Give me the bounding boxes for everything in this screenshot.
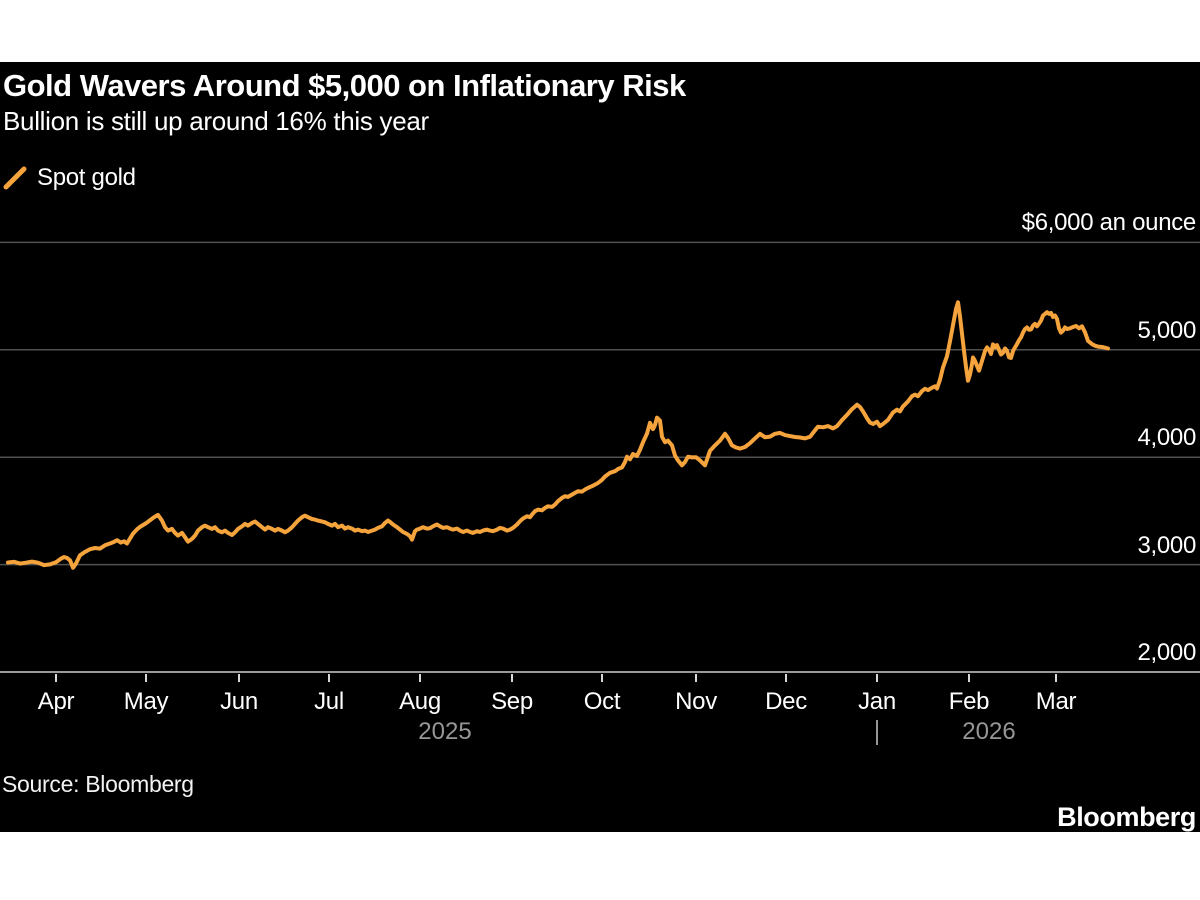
spot-gold-line-icon: [3, 166, 27, 190]
x-axis-label: Nov: [675, 688, 717, 715]
x-axis-label: Dec: [765, 688, 807, 715]
x-axis-label: Jan: [858, 688, 896, 715]
x-axis-label: Sep: [491, 688, 533, 715]
source-label: Source: Bloomberg: [2, 771, 194, 797]
y-axis-label: 5,000: [1137, 316, 1196, 344]
x-axis-label: Apr: [37, 688, 75, 715]
x-axis-label: May: [123, 688, 169, 715]
chart-title: Gold Wavers Around $5,000 on Inflationar…: [3, 68, 686, 103]
legend: Spot gold: [3, 163, 136, 193]
x-axis-label: Mar: [1035, 688, 1077, 715]
x-axis-label: Oct: [583, 688, 621, 715]
bloomberg-logo: Bloomberg: [1057, 802, 1196, 832]
y-axis-label: 4,000: [1137, 424, 1196, 452]
x-axis-label: Jul: [314, 688, 344, 715]
legend-label: Spot gold: [37, 164, 136, 191]
chart-subtitle: Bullion is still up around 16% this year: [3, 106, 429, 136]
year-label: 2025: [418, 718, 472, 745]
year-divider: [876, 720, 878, 745]
x-axis-label: Aug: [399, 688, 441, 715]
x-axis-label: Feb: [948, 688, 990, 715]
y-axis-label: 2,000: [1137, 639, 1196, 666]
chart-canvas: Gold Wavers Around $5,000 on Inflationar…: [0, 62, 1200, 832]
price-line: [6, 300, 1110, 570]
plot-svg: [0, 241, 1200, 682]
y-axis-label: $6,000 an ounce: [1021, 209, 1197, 237]
y-axis-label: 3,000: [1137, 531, 1196, 559]
legend-marker-line: [3, 166, 27, 190]
year-label: 2026: [962, 718, 1016, 745]
x-axis-label: Jun: [220, 688, 258, 715]
